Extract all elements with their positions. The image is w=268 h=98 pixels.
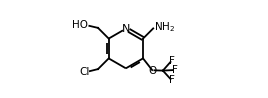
Text: Cl: Cl — [79, 67, 89, 77]
Text: F: F — [169, 75, 175, 85]
Text: N: N — [122, 24, 130, 34]
Text: F: F — [169, 56, 175, 66]
Text: O: O — [148, 66, 157, 76]
Text: HO: HO — [72, 20, 88, 30]
Text: F: F — [172, 65, 177, 75]
Text: NH$_2$: NH$_2$ — [154, 20, 175, 34]
